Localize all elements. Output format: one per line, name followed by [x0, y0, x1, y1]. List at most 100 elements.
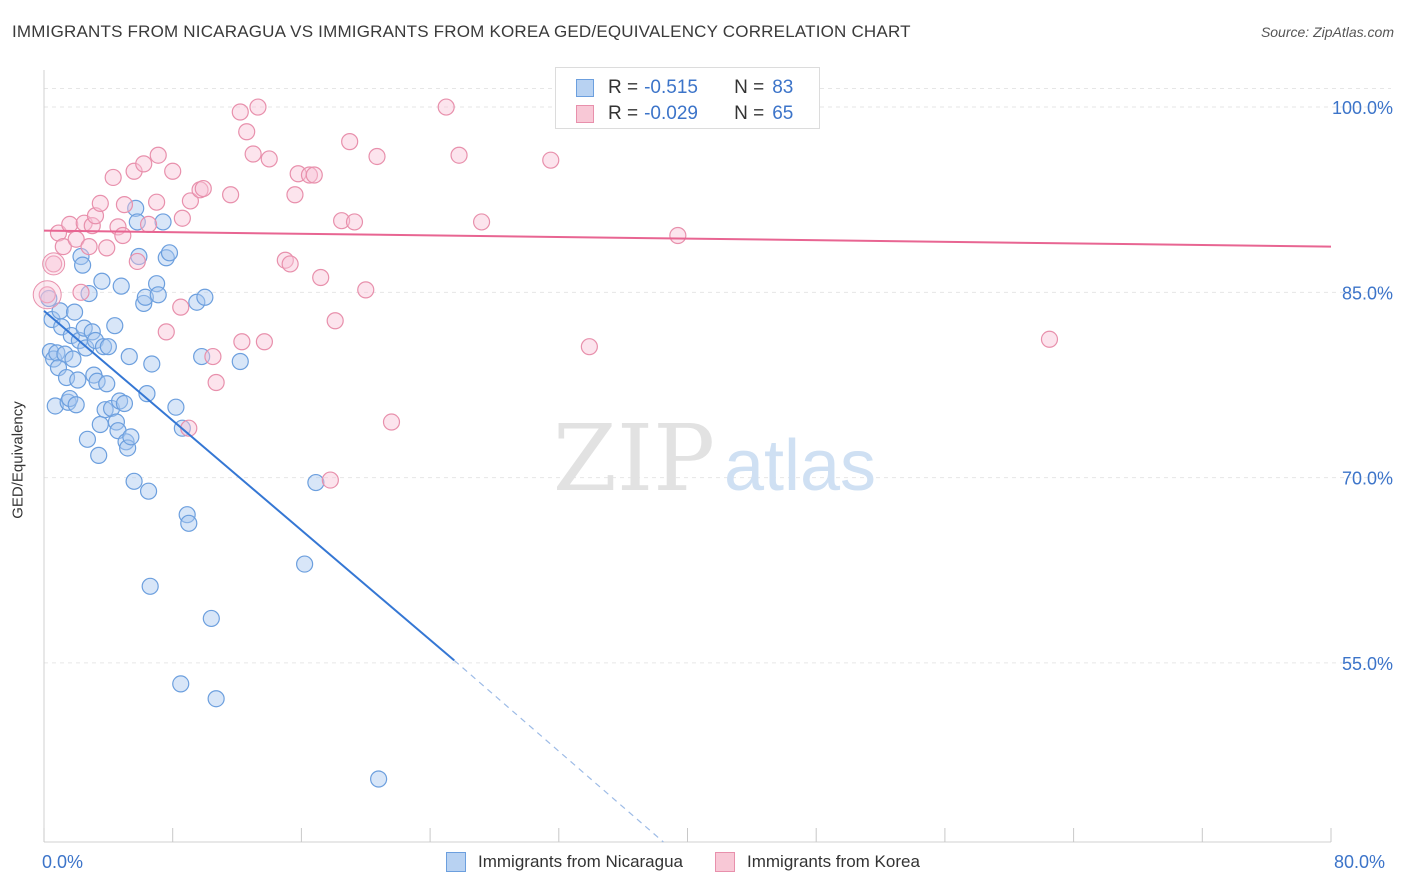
- data-point-nicaragua: [99, 338, 117, 356]
- data-point-korea: [669, 226, 687, 245]
- data-point-nicaragua: [307, 473, 325, 492]
- data-point-korea: [98, 239, 116, 257]
- data-point-korea: [333, 212, 351, 230]
- watermark-atlas: atlas: [724, 426, 876, 506]
- data-point-nicaragua: [78, 430, 97, 448]
- data-point-korea: [91, 194, 109, 213]
- y-tick-label: 70.0%: [1342, 469, 1393, 489]
- data-point-nicaragua: [98, 375, 116, 393]
- data-point-korea: [49, 224, 68, 242]
- data-point-nicaragua: [117, 433, 135, 451]
- data-point-korea: [249, 98, 267, 116]
- legend-r-label: R =: [608, 103, 639, 124]
- data-point-korea: [255, 333, 273, 351]
- data-point-korea: [231, 103, 249, 121]
- data-point-korea: [222, 186, 240, 204]
- source-credit: Source: ZipAtlas.com: [1260, 24, 1394, 40]
- data-point-korea: [542, 151, 560, 169]
- trend-line-korea: [43, 229, 1332, 248]
- series-legend-swatch-nicaragua: [446, 852, 466, 872]
- data-point-korea: [194, 179, 212, 198]
- data-point-korea: [61, 215, 79, 233]
- series-legend-label-korea: Immigrants from Korea: [747, 852, 920, 871]
- data-point-nicaragua: [196, 288, 214, 306]
- data-point-nicaragua: [56, 345, 74, 363]
- data-point-nicaragua: [127, 199, 145, 217]
- y-tick-label: 85.0%: [1342, 283, 1393, 303]
- series-korea: [32, 98, 1059, 489]
- data-point-nicaragua: [111, 392, 129, 410]
- data-point-korea: [38, 286, 56, 304]
- data-point-nicaragua: [135, 294, 153, 313]
- data-point-nicaragua: [46, 397, 64, 415]
- data-point-korea: [305, 166, 323, 184]
- data-point-korea: [341, 133, 359, 151]
- chart-title: IMMIGRANTS FROM NICARAGUA VS IMMIGRANTS …: [12, 22, 911, 41]
- data-point-korea: [472, 213, 491, 231]
- data-point-nicaragua: [112, 277, 130, 295]
- data-point-nicaragua: [106, 317, 124, 335]
- data-point-korea: [173, 209, 191, 227]
- data-point-korea: [45, 255, 63, 273]
- data-point-nicaragua: [65, 303, 84, 321]
- data-point-korea-large: [32, 280, 62, 310]
- data-point-korea: [139, 215, 158, 233]
- data-point-korea: [128, 252, 146, 271]
- data-point-korea: [300, 166, 319, 184]
- data-point-korea: [345, 213, 364, 231]
- data-point-nicaragua: [74, 256, 92, 274]
- legend-swatch-korea: [576, 105, 594, 123]
- data-point-korea: [54, 238, 72, 256]
- legend-r-value: -0.029: [644, 103, 698, 124]
- series-legend-swatch-korea: [715, 852, 736, 872]
- data-point-nicaragua: [231, 352, 249, 371]
- data-point-korea: [204, 347, 222, 366]
- data-point-nicaragua: [207, 690, 225, 708]
- data-point-nicaragua: [154, 213, 172, 231]
- data-point-nicaragua: [119, 439, 137, 457]
- trend-line-nicaragua-extension: [453, 659, 664, 843]
- data-point-nicaragua: [122, 428, 140, 446]
- data-point-nicaragua: [143, 355, 161, 373]
- legend-row-korea: R = -0.029 N = 65: [576, 102, 793, 126]
- data-point-nicaragua: [167, 398, 185, 416]
- data-point-korea: [450, 146, 468, 164]
- data-point-nicaragua: [91, 415, 109, 434]
- gridlines: [44, 88, 1391, 664]
- legend-swatch-nicaragua: [576, 79, 594, 97]
- data-point-nicaragua: [107, 413, 125, 431]
- y-tick-label: 100.0%: [1332, 98, 1393, 118]
- data-point-nicaragua: [115, 394, 134, 413]
- data-point-korea: [164, 162, 182, 180]
- data-point-nicaragua: [64, 350, 82, 368]
- trend-lines: [43, 229, 1332, 843]
- data-point-nicaragua: [157, 249, 175, 267]
- legend-n-label: N =: [734, 77, 765, 98]
- data-point-nicaragua: [370, 770, 388, 788]
- data-point-nicaragua: [296, 555, 314, 573]
- x-tick-label-max: 80.0%: [1334, 852, 1386, 872]
- legend-row-nicaragua: R = -0.515 N = 83: [576, 76, 793, 100]
- data-point-korea: [83, 217, 101, 235]
- data-point-korea: [233, 333, 251, 351]
- legend-n-label: N =: [734, 103, 765, 124]
- data-point-nicaragua: [136, 288, 154, 306]
- legend-n-value: 83: [772, 77, 794, 98]
- data-point-korea: [149, 146, 167, 164]
- data-point-korea: [148, 193, 166, 211]
- data-point-nicaragua: [188, 293, 206, 311]
- data-point-korea: [115, 196, 134, 214]
- data-point-nicaragua: [67, 396, 85, 414]
- data-point-korea: [207, 373, 225, 392]
- data-point-korea: [437, 98, 455, 116]
- data-point-korea: [172, 298, 190, 316]
- data-point-nicaragua: [61, 389, 79, 408]
- data-point-korea-large: [42, 252, 66, 276]
- data-point-nicaragua: [139, 482, 158, 500]
- legend-r-label: R =: [608, 77, 639, 98]
- data-point-korea: [260, 150, 278, 168]
- trend-line-nicaragua: [43, 310, 455, 662]
- data-point-nicaragua: [180, 514, 198, 532]
- series-legend-item-korea: Immigrants from Korea: [715, 852, 920, 872]
- data-point-nicaragua: [90, 446, 108, 464]
